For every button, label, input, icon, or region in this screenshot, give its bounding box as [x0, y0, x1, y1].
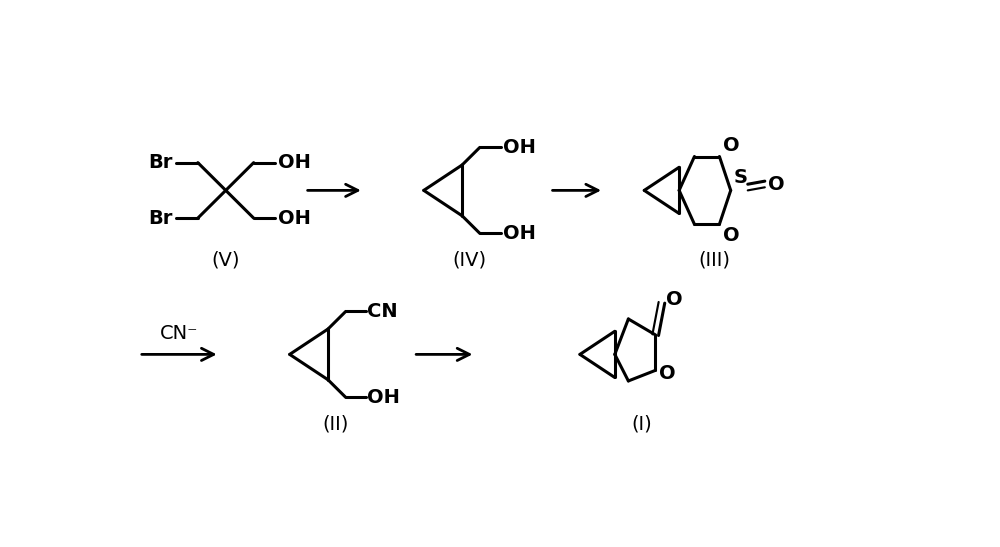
Text: O: O	[659, 364, 676, 383]
Text: OH: OH	[503, 224, 536, 243]
Text: Br: Br	[149, 208, 173, 228]
Text: O: O	[666, 290, 682, 309]
Text: S: S	[734, 168, 748, 187]
Text: (V): (V)	[212, 251, 240, 270]
Text: CN⁻: CN⁻	[160, 324, 198, 343]
Text: O: O	[723, 226, 739, 245]
Text: O: O	[723, 136, 739, 155]
Text: (IV): (IV)	[453, 251, 487, 270]
Text: (I): (I)	[632, 415, 652, 433]
Text: OH: OH	[278, 208, 311, 228]
Text: OH: OH	[503, 138, 536, 157]
Text: OH: OH	[367, 388, 400, 407]
Text: CN: CN	[367, 302, 398, 321]
Text: (II): (II)	[323, 415, 349, 433]
Text: (III): (III)	[698, 251, 730, 270]
Text: O: O	[768, 174, 785, 194]
Text: Br: Br	[149, 153, 173, 172]
Text: OH: OH	[278, 153, 311, 172]
